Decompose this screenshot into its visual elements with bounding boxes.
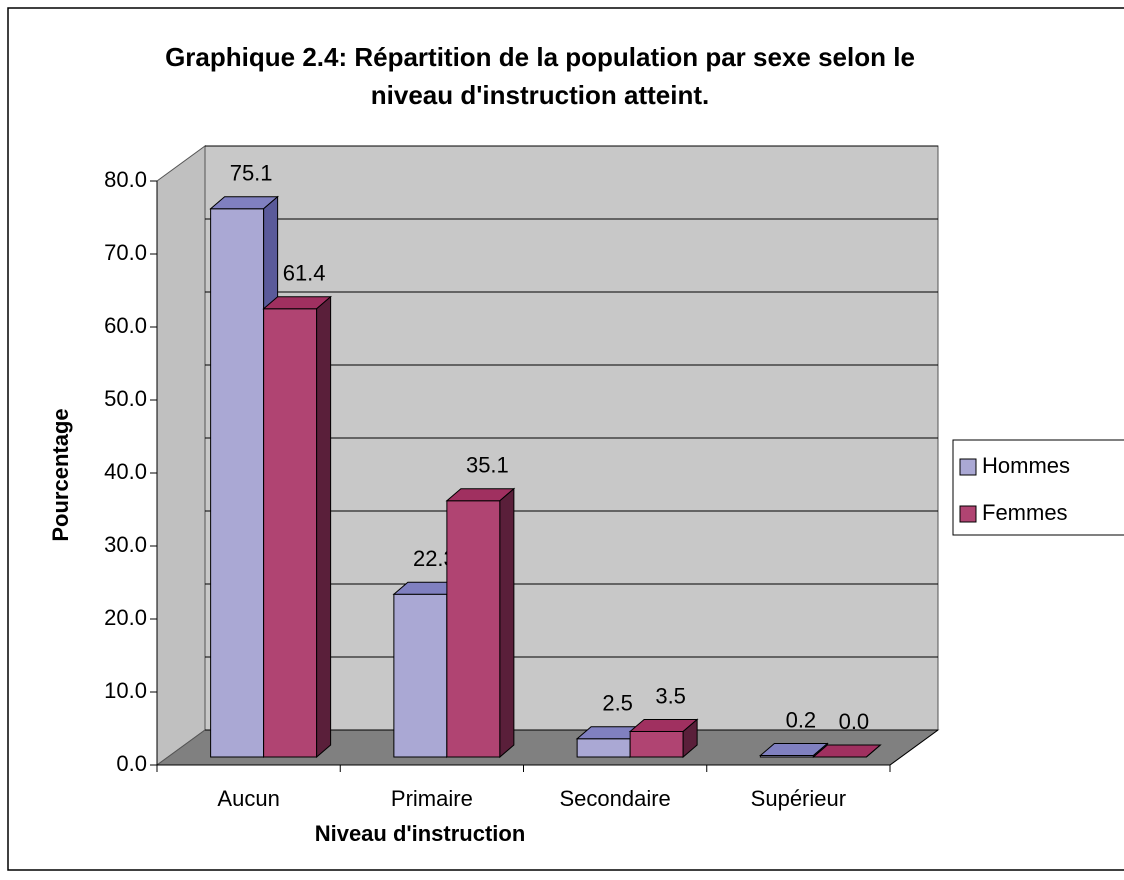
value-label: 3.5: [655, 683, 686, 708]
y-tick-label: 80.0: [104, 167, 147, 192]
value-label: 2.5: [602, 691, 633, 716]
value-label: 0.2: [786, 707, 817, 732]
x-axis-depth: [889, 729, 939, 766]
legend-label: Femmes: [982, 500, 1068, 525]
legend-box: [952, 439, 1124, 536]
y-tick-label: 50.0: [104, 386, 147, 411]
bar-side: [316, 295, 332, 759]
x-tick-label: Supérieur: [751, 786, 846, 811]
y-tick-label: 30.0: [104, 532, 147, 557]
value-label: 35.1: [466, 453, 509, 478]
bar-front: [576, 738, 631, 758]
y-tick-label: 60.0: [104, 313, 147, 338]
y-tick-label: 20.0: [104, 605, 147, 630]
bar-front: [263, 308, 318, 758]
y-tick-label: 40.0: [104, 459, 147, 484]
y-axis-label: Pourcentage: [48, 408, 73, 541]
legend-label: Hommes: [982, 453, 1070, 478]
y-tick-label: 10.0: [104, 678, 147, 703]
bar-front: [210, 208, 265, 758]
bar-front: [446, 500, 501, 758]
x-tick-label: Secondaire: [559, 786, 670, 811]
bar-front: [393, 593, 448, 758]
value-label: 75.1: [230, 161, 273, 186]
bar-side: [866, 744, 881, 758]
value-label: 61.4: [283, 261, 326, 286]
x-axis-label: Niveau d'instruction: [315, 821, 526, 846]
bar-front: [629, 730, 684, 758]
bar-side: [682, 718, 698, 759]
chart-title: Graphique 2.4: Répartition de la populat…: [165, 42, 915, 110]
bar-side: [499, 487, 515, 759]
value-label: 0.0: [839, 709, 870, 734]
x-tick-label: Aucun: [217, 786, 279, 811]
x-tick-label: Primaire: [391, 786, 473, 811]
legend-swatch: [959, 505, 977, 523]
y-tick-label: 70.0: [104, 240, 147, 265]
y-tick-label: 0.0: [116, 751, 147, 776]
legend-swatch: [959, 458, 977, 476]
left-wall: [156, 145, 206, 766]
